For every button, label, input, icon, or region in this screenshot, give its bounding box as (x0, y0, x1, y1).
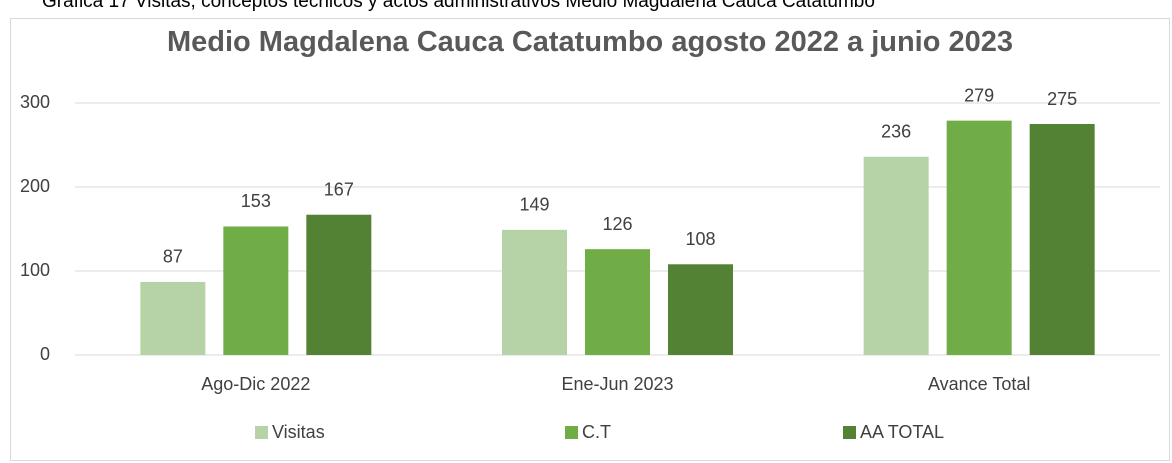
y-tick-label: 200 (20, 176, 50, 196)
caption: Gráfica 17 Visitas, conceptos técnicos y… (42, 0, 875, 12)
value-label: 279 (964, 85, 994, 105)
x-tick-label: Ene-Jun 2023 (561, 374, 673, 394)
legend-swatch (565, 426, 578, 439)
bar (140, 281, 206, 355)
bar (306, 214, 372, 355)
legend-swatch (843, 426, 856, 439)
bar (668, 264, 733, 355)
bar (946, 120, 1012, 355)
bar (502, 229, 567, 355)
legend-label: C.T (582, 422, 611, 442)
legend-swatch (255, 426, 268, 439)
bar (1029, 124, 1095, 355)
value-label: 149 (519, 195, 549, 215)
chart-title: Medio Magdalena Cauca Catatumbo agosto 2… (166, 26, 1014, 58)
bar (223, 226, 289, 355)
y-tick-label: 0 (40, 344, 50, 364)
x-tick-label: Avance Total (928, 374, 1030, 394)
x-tick-label: Ago-Dic 2022 (201, 374, 310, 394)
legend-label: Visitas (272, 422, 325, 442)
y-tick-label: 300 (20, 92, 50, 112)
value-label: 236 (881, 122, 911, 142)
value-label: 126 (602, 214, 632, 234)
value-label: 275 (1047, 89, 1077, 109)
legend-label: AA TOTAL (860, 422, 944, 442)
value-label: 167 (324, 179, 354, 199)
value-label: 87 (163, 247, 183, 267)
chart-frame (10, 18, 1170, 461)
value-label: 108 (685, 229, 715, 249)
bar (863, 156, 929, 355)
bar (585, 249, 650, 355)
value-label: 153 (241, 191, 271, 211)
y-tick-label: 100 (20, 260, 50, 280)
